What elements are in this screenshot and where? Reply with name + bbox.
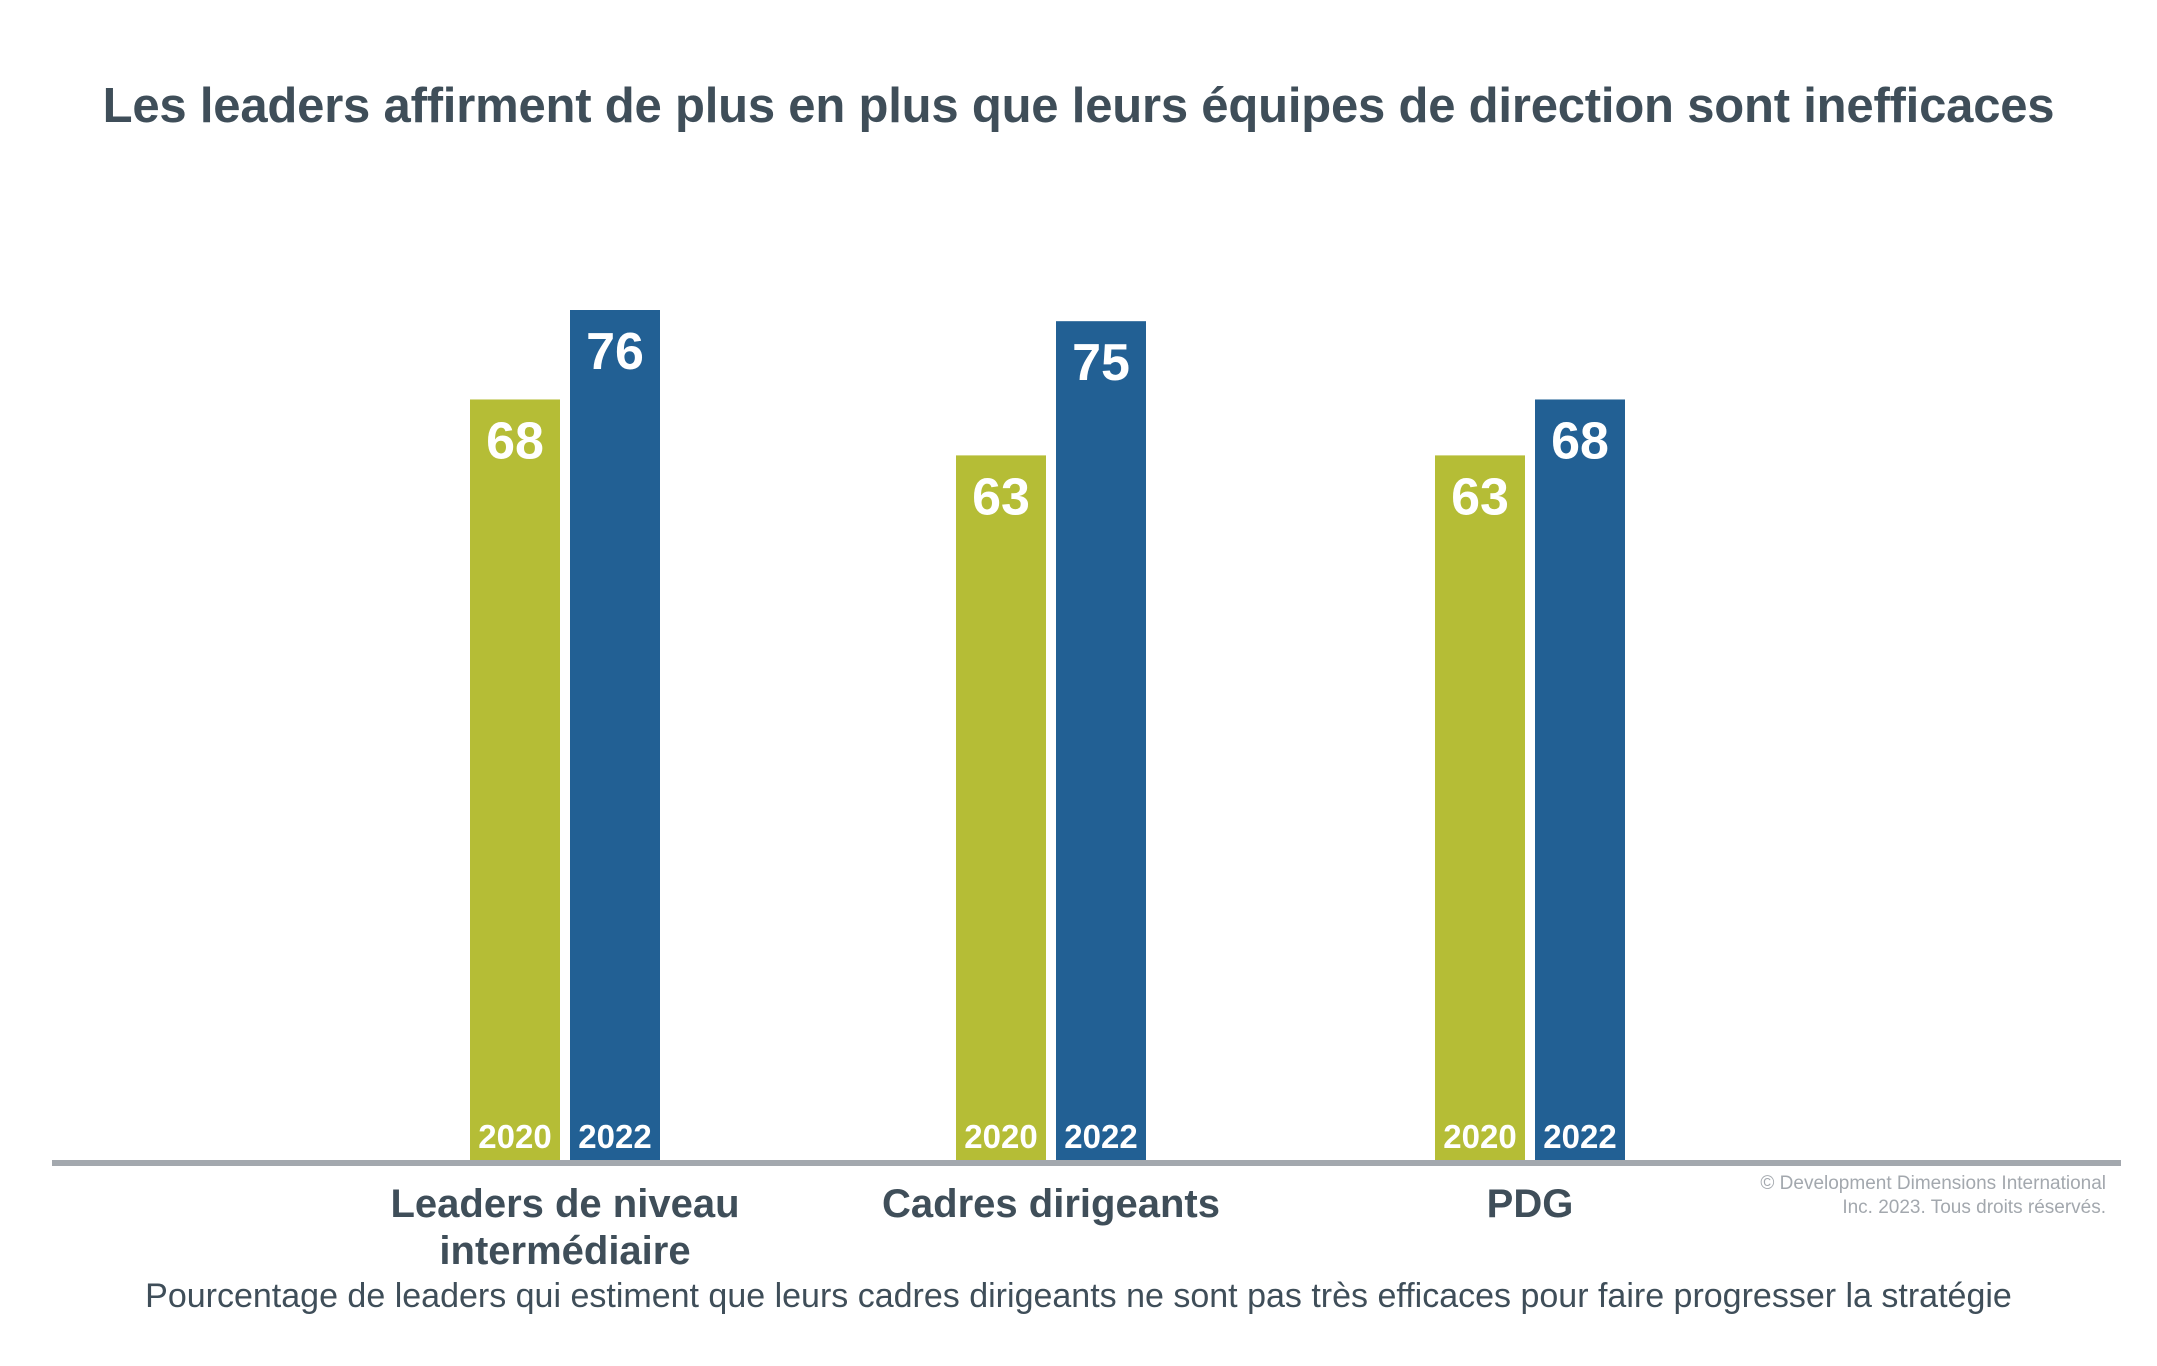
copyright-notice: © Development Dimensions International I… [1760, 1172, 2106, 1220]
bar-2020-0 [470, 399, 560, 1160]
series-label-2022-2: 2022 [1543, 1118, 1616, 1155]
data-label-2022-1: 75 [1072, 334, 1130, 392]
bar-2020-1 [956, 455, 1046, 1160]
category-label-line: Leaders de niveau [390, 1182, 740, 1226]
bar-2022-0 [570, 310, 660, 1160]
chart-subtitle: Pourcentage de leaders qui estiment que … [145, 1277, 2012, 1315]
category-label-leaders-intermediaires: Leaders de niveau intermédiaire [325, 1181, 805, 1275]
series-label-2022-1: 2022 [1064, 1118, 1137, 1155]
bar-2022-1 [1056, 321, 1146, 1160]
category-label-pdg: PDG [1290, 1181, 1770, 1228]
copyright-line: Inc. 2023. Tous droits réservés. [1842, 1197, 2106, 1218]
bar-2022-2 [1535, 399, 1625, 1160]
data-label-2020-0: 68 [486, 412, 544, 470]
copyright-line: © Development Dimensions International [1760, 1173, 2106, 1194]
series-label-2020-2: 2020 [1443, 1118, 1516, 1155]
bar-2020-2 [1435, 455, 1525, 1160]
category-label-cadres-dirigeants: Cadres dirigeants [811, 1181, 1291, 1228]
data-label-2020-1: 63 [972, 468, 1030, 526]
data-label-2022-0: 76 [586, 323, 644, 381]
category-label-line: Cadres dirigeants [882, 1182, 1220, 1226]
series-label-2020-1: 2020 [964, 1118, 1037, 1155]
data-label-2022-2: 68 [1551, 412, 1609, 470]
category-label-line: intermédiaire [439, 1229, 691, 1273]
series-label-2020-0: 2020 [478, 1118, 551, 1155]
data-label-2020-2: 63 [1451, 468, 1509, 526]
series-label-2022-0: 2022 [578, 1118, 651, 1155]
chart-title: Les leaders affirment de plus en plus qu… [102, 79, 2055, 133]
category-label-line: PDG [1486, 1182, 1574, 1226]
